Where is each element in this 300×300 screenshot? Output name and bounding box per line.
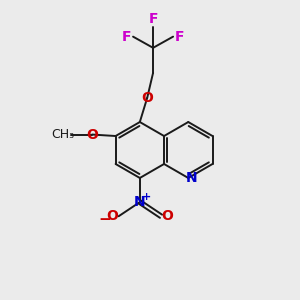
Text: −: −: [98, 212, 111, 227]
Text: F: F: [148, 12, 158, 26]
Text: CH₃: CH₃: [51, 128, 74, 141]
Text: F: F: [175, 30, 184, 44]
Text: +: +: [142, 192, 151, 202]
Text: N: N: [186, 171, 198, 185]
Text: O: O: [86, 128, 98, 142]
Text: F: F: [122, 30, 131, 44]
Text: O: O: [141, 91, 153, 105]
Text: O: O: [162, 209, 173, 223]
Text: O: O: [106, 209, 118, 223]
Text: N: N: [134, 195, 146, 209]
